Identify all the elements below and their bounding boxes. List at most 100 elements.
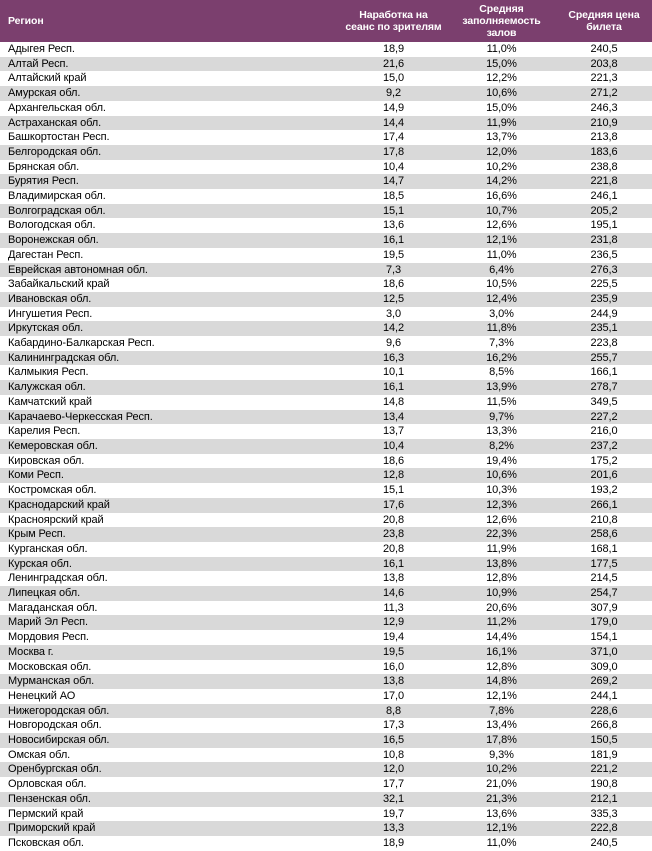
avg-price-cell: 190,8 xyxy=(590,778,618,791)
avg-price-cell: 168,1 xyxy=(590,542,618,555)
avg-price-cell: 240,5 xyxy=(590,836,618,849)
per-session-cell: 16,3 xyxy=(382,351,404,364)
region-cell: Иркутская обл. xyxy=(8,322,84,335)
occupancy-cell: 11,0% xyxy=(486,248,517,261)
occupancy-cell: 14,4% xyxy=(486,631,517,644)
table-row: Пермский край 19,7 13,6% 335,3 xyxy=(0,806,652,822)
region-cell: Мордовия Респ. xyxy=(8,631,89,644)
occupancy-cell: 12,6% xyxy=(486,219,517,232)
avg-price-cell: 266,8 xyxy=(590,719,618,732)
avg-price-cell: 210,9 xyxy=(590,116,618,129)
per-session-cell: 13,3 xyxy=(382,822,404,835)
region-cell: Костромская обл. xyxy=(8,484,97,497)
per-session-cell: 18,6 xyxy=(382,278,404,291)
table-row: Магаданская обл. 11,3 20,6% 307,9 xyxy=(0,600,652,616)
per-session-cell: 13,6 xyxy=(382,219,404,232)
avg-price-cell: 244,1 xyxy=(590,689,618,702)
avg-price-cell: 221,2 xyxy=(590,763,618,776)
per-session-cell: 19,5 xyxy=(382,645,404,658)
per-session-cell: 10,4 xyxy=(382,160,404,173)
region-cell: Новгородская обл. xyxy=(8,719,102,732)
avg-price-cell: 246,1 xyxy=(590,190,618,203)
region-cell: Дагестан Респ. xyxy=(8,248,84,261)
avg-price-cell: 246,3 xyxy=(590,101,618,114)
per-session-cell: 16,5 xyxy=(382,734,404,747)
table-row: Марий Эл Респ. 12,9 11,2% 179,0 xyxy=(0,615,652,631)
avg-price-cell: 154,1 xyxy=(590,631,618,644)
occupancy-cell: 10,3% xyxy=(486,484,517,497)
table-row: Курганская обл. 20,8 11,9% 168,1 xyxy=(0,541,652,557)
avg-price-cell: 349,5 xyxy=(590,395,618,408)
table-row: Алтай Респ. 21,6 15,0% 203,8 xyxy=(0,56,652,72)
per-session-cell: 17,3 xyxy=(382,719,404,732)
region-cell: Брянская обл. xyxy=(8,160,80,173)
avg-price-cell: 210,8 xyxy=(590,513,618,526)
table-row: Ингушетия Респ. 3,0 3,0% 244,9 xyxy=(0,306,652,322)
table-row: Ленинградская обл. 13,8 12,8% 214,5 xyxy=(0,571,652,587)
region-cell: Еврейская автономная обл. xyxy=(8,263,148,276)
region-cell: Кировская обл. xyxy=(8,454,85,467)
region-cell: Астраханская обл. xyxy=(8,116,102,129)
table-row: Омская обл. 10,8 9,3% 181,9 xyxy=(0,747,652,763)
occupancy-cell: 12,6% xyxy=(486,513,517,526)
table-row: Бурятия Респ. 14,7 14,2% 221,8 xyxy=(0,174,652,190)
region-cell: Адыгея Респ. xyxy=(8,43,75,55)
per-session-cell: 16,1 xyxy=(382,381,404,394)
per-session-cell: 21,6 xyxy=(382,57,404,70)
header-occupancy: Средняя заполняемость залов xyxy=(447,0,556,42)
occupancy-cell: 17,8% xyxy=(486,734,517,747)
header-row: Регион Наработка на сеанс по зрителям Ср… xyxy=(0,0,652,42)
per-session-cell: 14,2 xyxy=(382,322,404,335)
avg-price-cell: 183,6 xyxy=(590,145,618,158)
avg-price-cell: 222,8 xyxy=(590,822,618,835)
avg-price-cell: 371,0 xyxy=(590,645,618,658)
region-cell: Амурская обл. xyxy=(8,87,81,100)
per-session-cell: 8,8 xyxy=(386,704,401,717)
region-cell: Новосибирская обл. xyxy=(8,734,110,747)
occupancy-cell: 10,7% xyxy=(486,204,517,217)
per-session-cell: 16,0 xyxy=(382,660,404,673)
region-cell: Мурманская обл. xyxy=(8,675,95,688)
avg-price-cell: 213,8 xyxy=(590,131,618,144)
region-cell: Марий Эл Респ. xyxy=(8,616,88,629)
region-cell: Курская обл. xyxy=(8,557,72,570)
header-avg-price: Средняя цена билета xyxy=(556,0,652,42)
table-row: Костромская обл. 15,1 10,3% 193,2 xyxy=(0,483,652,498)
header-per-session: Наработка на сеанс по зрителям xyxy=(340,0,447,42)
occupancy-cell: 21,3% xyxy=(486,792,517,805)
occupancy-cell: 13,6% xyxy=(486,807,517,820)
region-cell: Калининградская обл. xyxy=(8,351,120,364)
avg-price-cell: 235,9 xyxy=(590,292,618,305)
occupancy-cell: 16,1% xyxy=(486,645,517,658)
occupancy-cell: 11,8% xyxy=(486,322,517,335)
avg-price-cell: 205,2 xyxy=(590,204,618,217)
table-row: Алтайский край 15,0 12,2% 221,3 xyxy=(0,71,652,87)
avg-price-cell: 258,6 xyxy=(590,528,618,541)
region-cell: Белгородская обл. xyxy=(8,145,102,158)
region-cell: Владимирская обл. xyxy=(8,190,106,203)
per-session-cell: 17,4 xyxy=(382,131,404,144)
avg-price-cell: 235,1 xyxy=(590,322,618,335)
occupancy-cell: 14,2% xyxy=(486,175,517,188)
table-row: Мордовия Респ. 19,4 14,4% 154,1 xyxy=(0,630,652,645)
table-row: Новгородская обл. 17,3 13,4% 266,8 xyxy=(0,718,652,734)
table-row: Вологодская обл. 13,6 12,6% 195,1 xyxy=(0,218,652,234)
region-cell: Калмыкия Респ. xyxy=(8,366,89,379)
per-session-cell: 17,0 xyxy=(382,689,404,702)
avg-price-cell: 307,9 xyxy=(590,601,618,614)
region-cell: Курганская обл. xyxy=(8,542,88,555)
region-cell: Орловская обл. xyxy=(8,778,87,791)
table-row: Красноярский край 20,8 12,6% 210,8 xyxy=(0,512,652,528)
region-cell: Крым Респ. xyxy=(8,528,66,541)
region-cell: Забайкальский край xyxy=(8,278,110,291)
table-row: Волгоградская обл. 15,1 10,7% 205,2 xyxy=(0,203,652,219)
per-session-cell: 18,5 xyxy=(382,190,404,203)
per-session-cell: 14,4 xyxy=(382,116,404,129)
region-cell: Ивановская обл. xyxy=(8,292,92,305)
avg-price-cell: 237,2 xyxy=(590,439,618,452)
table-row: Астраханская обл. 14,4 11,9% 210,9 xyxy=(0,115,652,131)
per-session-cell: 18,9 xyxy=(382,43,404,55)
table-row: Карачаево-Черкесская Респ. 13,4 9,7% 227,2 xyxy=(0,409,652,425)
table-row: Пензенская обл. 32,1 21,3% 212,1 xyxy=(0,791,652,807)
avg-price-cell: 254,7 xyxy=(590,587,618,600)
